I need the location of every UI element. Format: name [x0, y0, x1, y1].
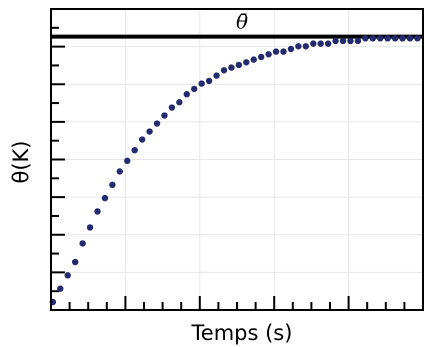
data-point	[86, 224, 94, 231]
data-point	[362, 35, 369, 42]
data-point	[287, 45, 295, 53]
grid	[51, 9, 423, 310]
data-point	[310, 40, 317, 47]
data-points	[49, 35, 421, 306]
data-point	[79, 240, 86, 247]
data-point	[265, 51, 272, 58]
data-point	[332, 37, 339, 45]
data-point	[124, 157, 131, 165]
axis-ticks	[51, 26, 406, 310]
data-point	[161, 112, 168, 119]
data-point	[131, 146, 138, 154]
data-point	[116, 168, 124, 175]
data-point	[347, 37, 354, 45]
data-point	[295, 43, 302, 50]
data-point	[205, 77, 213, 85]
data-point	[64, 272, 71, 279]
data-point	[406, 35, 414, 42]
data-point	[213, 72, 220, 79]
data-point	[101, 194, 109, 202]
data-point	[71, 258, 79, 266]
data-point	[168, 104, 176, 111]
data-point	[369, 35, 376, 42]
data-point	[146, 128, 153, 135]
data-point	[339, 37, 347, 45]
data-point	[324, 40, 332, 47]
data-point	[94, 208, 101, 215]
data-point	[57, 285, 64, 292]
data-point	[138, 136, 146, 143]
data-point	[250, 56, 257, 63]
data-point	[302, 43, 310, 50]
data-point	[384, 35, 391, 42]
data-point	[153, 120, 161, 127]
data-point	[235, 61, 243, 69]
data-point	[183, 91, 190, 98]
data-point	[220, 67, 228, 74]
data-point	[228, 64, 235, 71]
data-point	[391, 35, 399, 42]
data-point	[198, 80, 205, 87]
data-point	[354, 37, 362, 45]
x-axis-label: Temps (s)	[191, 321, 293, 345]
plot-frame	[50, 8, 424, 311]
data-point	[176, 99, 183, 106]
data-point	[257, 53, 265, 61]
data-point	[317, 40, 324, 47]
data-point	[377, 35, 384, 42]
y-axis-label: θ(K)	[9, 140, 33, 183]
data-point	[109, 181, 116, 189]
data-point	[243, 59, 250, 66]
data-point	[399, 35, 406, 42]
reference-line-label: θ̄	[236, 10, 248, 34]
data-point	[272, 48, 280, 55]
data-point	[414, 35, 421, 42]
data-point	[191, 85, 198, 93]
data-point	[280, 48, 287, 55]
